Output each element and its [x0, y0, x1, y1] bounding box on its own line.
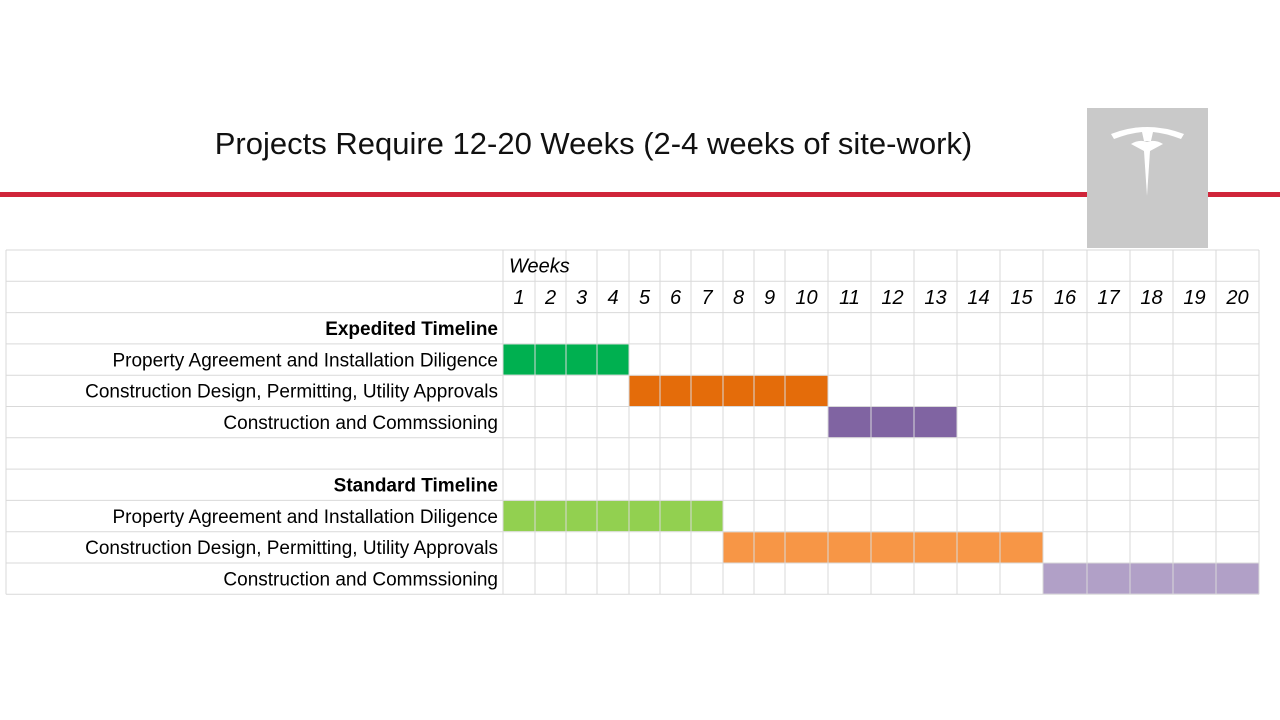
task-label: Property Agreement and Installation Dili… [112, 507, 498, 528]
week-tick-label: 19 [1183, 287, 1205, 309]
week-tick-label: 14 [967, 287, 989, 309]
week-tick-label: 18 [1140, 287, 1162, 309]
week-tick-label: 15 [1010, 287, 1033, 309]
logo-box [1087, 108, 1208, 248]
group-heading: Expedited Timeline [325, 319, 498, 340]
week-tick-label: 6 [670, 287, 682, 309]
week-tick-label: 3 [576, 287, 587, 309]
week-tick-label: 2 [544, 287, 556, 309]
week-tick-label: 5 [639, 287, 651, 309]
week-tick-label: 4 [607, 287, 618, 309]
week-tick-label: 7 [701, 287, 713, 309]
tesla-t-logo-icon [1087, 108, 1208, 248]
group-heading: Standard Timeline [334, 476, 498, 497]
week-tick-label: 8 [733, 287, 744, 309]
gantt-bar-group0-task2 [828, 407, 957, 438]
title-underline [0, 192, 1280, 197]
week-tick-label: 9 [764, 287, 775, 309]
task-label: Construction Design, Permitting, Utility… [85, 382, 498, 403]
week-tick-label: 12 [881, 287, 903, 309]
gantt-bar-group1-task0 [503, 500, 723, 532]
week-tick-label: 1 [513, 287, 524, 309]
axis-label: Weeks [509, 256, 570, 278]
gantt-bar-group0-task1 [629, 375, 828, 406]
task-label: Property Agreement and Installation Dili… [112, 350, 498, 371]
week-tick-label: 13 [924, 287, 946, 309]
task-label: Construction and Commssioning [223, 570, 498, 591]
week-tick-label: 16 [1054, 287, 1077, 309]
week-tick-label: 11 [839, 287, 860, 309]
slide-title: Projects Require 12-20 Weeks (2-4 weeks … [214, 126, 973, 161]
gantt-bar-group1-task2 [1043, 563, 1259, 594]
gantt-bar-group1-task1 [723, 532, 1043, 563]
week-tick-label: 20 [1225, 287, 1248, 309]
week-tick-label: 10 [795, 287, 817, 309]
week-tick-label: 17 [1097, 287, 1120, 309]
task-label: Construction and Commssioning [223, 413, 498, 434]
task-label: Construction Design, Permitting, Utility… [85, 538, 498, 559]
